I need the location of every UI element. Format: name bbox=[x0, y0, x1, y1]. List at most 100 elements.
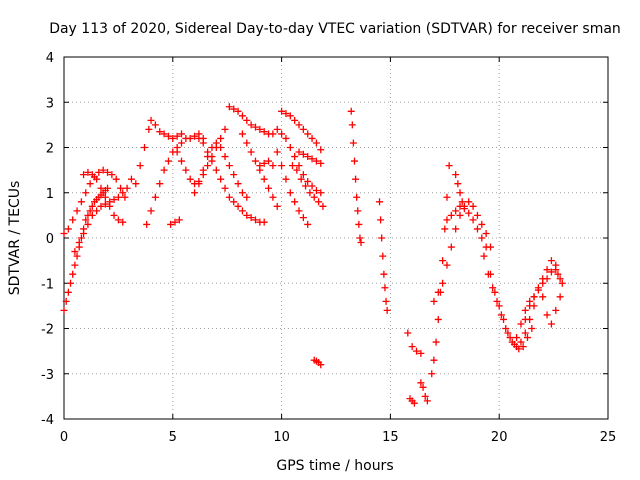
data-point bbox=[151, 193, 159, 201]
data-point bbox=[260, 159, 268, 167]
data-point bbox=[519, 343, 527, 351]
data-point bbox=[293, 166, 301, 174]
series-arc-r bbox=[295, 148, 325, 167]
data-point bbox=[354, 207, 362, 215]
data-point bbox=[234, 180, 242, 188]
series-arc-u bbox=[376, 198, 391, 314]
data-point bbox=[304, 153, 312, 161]
data-point bbox=[454, 180, 462, 188]
data-point bbox=[347, 107, 355, 115]
data-point bbox=[421, 392, 429, 400]
series-arc-j bbox=[195, 134, 268, 226]
data-point bbox=[178, 157, 186, 165]
data-point bbox=[71, 248, 79, 256]
data-point bbox=[495, 302, 503, 310]
data-point bbox=[353, 193, 361, 201]
data-point bbox=[238, 112, 246, 120]
data-point bbox=[486, 270, 494, 278]
series-arc-ag bbox=[539, 293, 564, 328]
data-point bbox=[178, 130, 186, 138]
series-arc-c bbox=[71, 175, 135, 256]
data-point bbox=[456, 189, 464, 197]
data-point bbox=[97, 184, 105, 192]
data-point bbox=[297, 175, 305, 183]
data-point bbox=[101, 193, 109, 201]
data-point bbox=[348, 121, 356, 129]
data-point bbox=[84, 168, 92, 176]
data-point bbox=[104, 184, 112, 192]
data-point bbox=[506, 334, 514, 342]
data-point bbox=[295, 121, 303, 129]
x-tick-label: 15 bbox=[382, 430, 399, 445]
data-point bbox=[382, 297, 390, 305]
data-point bbox=[106, 202, 114, 210]
data-point bbox=[310, 193, 318, 201]
series-arc-n bbox=[278, 107, 325, 154]
data-point bbox=[64, 225, 72, 233]
data-point bbox=[317, 189, 325, 197]
data-point bbox=[160, 166, 168, 174]
data-point bbox=[552, 306, 560, 314]
data-point bbox=[173, 132, 181, 140]
data-point bbox=[278, 107, 286, 115]
data-point bbox=[108, 171, 116, 179]
data-point bbox=[543, 311, 551, 319]
data-point bbox=[413, 347, 421, 355]
data-point bbox=[295, 148, 303, 156]
data-point bbox=[432, 338, 440, 346]
series-arc-e bbox=[132, 116, 186, 188]
data-point bbox=[251, 216, 259, 224]
data-point bbox=[478, 220, 486, 228]
data-point bbox=[434, 288, 442, 296]
data-point bbox=[82, 189, 90, 197]
data-point bbox=[84, 220, 92, 228]
data-point bbox=[526, 302, 534, 310]
data-point bbox=[404, 329, 412, 337]
data-point bbox=[312, 186, 320, 194]
x-tick-label: 25 bbox=[600, 430, 617, 445]
data-point bbox=[67, 279, 75, 287]
data-point bbox=[80, 229, 88, 237]
y-tick-label: 4 bbox=[46, 51, 54, 66]
data-point bbox=[502, 325, 510, 332]
data-point bbox=[452, 171, 460, 179]
y-axis-label: SDTVAR / TECUs bbox=[7, 181, 23, 296]
data-point bbox=[182, 166, 190, 174]
series-arc-d bbox=[80, 168, 127, 226]
data-point bbox=[141, 144, 149, 151]
data-point bbox=[445, 162, 453, 170]
x-tick-label: 20 bbox=[491, 430, 508, 445]
data-point bbox=[295, 207, 303, 215]
y-tick-label: 0 bbox=[46, 232, 54, 247]
data-point bbox=[269, 193, 277, 201]
data-point bbox=[288, 162, 296, 170]
plot-frame bbox=[63, 56, 609, 420]
data-point bbox=[260, 218, 268, 226]
data-point bbox=[352, 175, 360, 183]
data-point bbox=[221, 184, 229, 192]
data-point bbox=[114, 193, 122, 201]
data-point bbox=[136, 162, 144, 170]
y-tick-label: -4 bbox=[41, 413, 54, 428]
data-point bbox=[64, 288, 72, 296]
data-point bbox=[443, 216, 451, 224]
data-point bbox=[458, 198, 466, 206]
data-point bbox=[247, 214, 255, 222]
data-point bbox=[71, 261, 79, 269]
data-point bbox=[493, 297, 501, 305]
data-point bbox=[121, 193, 129, 201]
data-point bbox=[156, 180, 164, 188]
series-arc-m bbox=[256, 157, 277, 170]
data-point bbox=[273, 125, 281, 133]
data-point bbox=[160, 130, 168, 138]
data-point bbox=[377, 216, 385, 224]
series-arc-a bbox=[60, 184, 112, 314]
data-point bbox=[273, 148, 281, 156]
data-point bbox=[243, 193, 251, 201]
data-point bbox=[543, 266, 551, 274]
data-point bbox=[73, 207, 81, 215]
data-point bbox=[357, 239, 365, 247]
series-arc-z bbox=[430, 198, 494, 305]
data-point bbox=[434, 315, 442, 323]
